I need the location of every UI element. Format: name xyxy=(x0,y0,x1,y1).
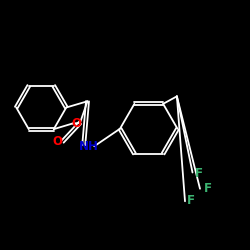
Text: NH: NH xyxy=(79,140,99,153)
Text: F: F xyxy=(204,182,212,195)
Text: O: O xyxy=(71,117,81,130)
Text: F: F xyxy=(195,167,203,180)
Text: O: O xyxy=(52,135,62,148)
Text: F: F xyxy=(187,194,195,206)
